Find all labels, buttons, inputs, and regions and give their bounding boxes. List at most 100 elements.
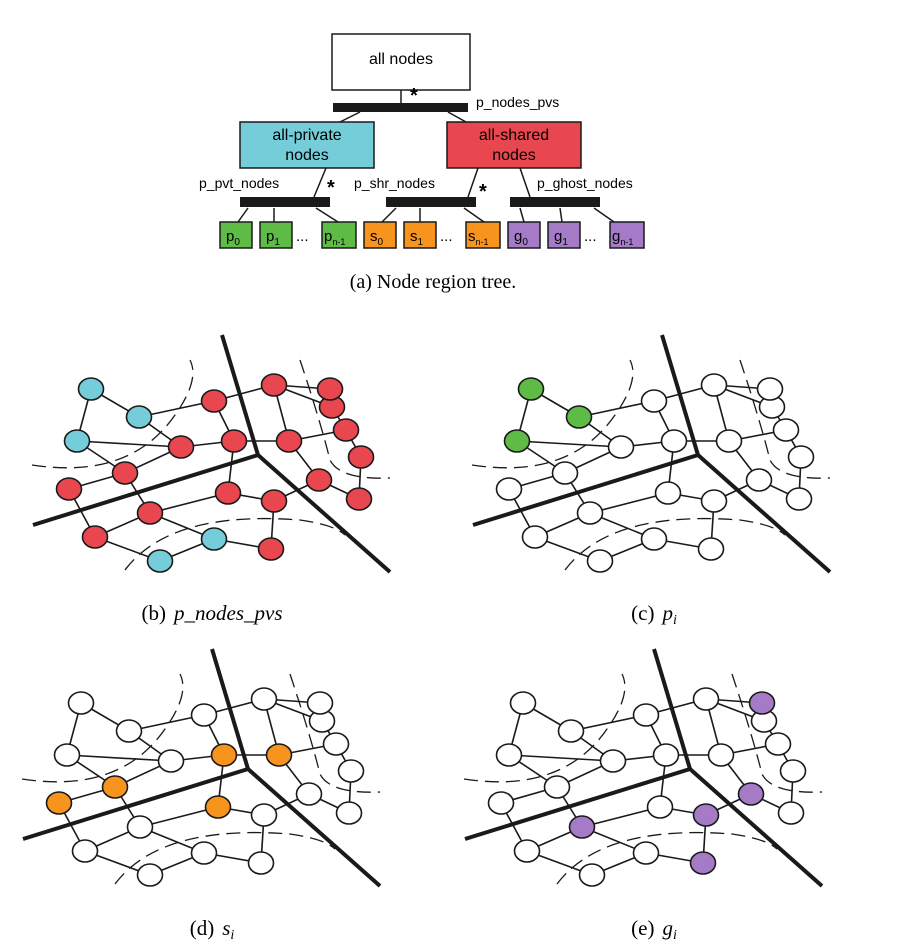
- graph-node-e-10: [646, 795, 674, 819]
- boundary-arc-c-2: [564, 517, 786, 571]
- partition-line-c-0: [660, 334, 700, 456]
- partition-line-b-2: [256, 453, 392, 574]
- graph-node-c-1: [565, 405, 593, 429]
- partition-label-private: p_pvt_nodes: [199, 175, 279, 191]
- caption-a: (a) Node region tree.: [350, 271, 517, 293]
- leaf-label-s1: s1: [410, 228, 424, 248]
- graph-node-e-6: [543, 775, 571, 799]
- star-top: *: [410, 85, 418, 107]
- partition-bar-shared: [386, 197, 476, 207]
- graph-node-d-17: [247, 851, 275, 875]
- graph-node-c-4: [700, 373, 728, 397]
- all-private-label-1: all-private: [272, 127, 341, 144]
- graph-node-c-20: [772, 418, 800, 442]
- graph-node-c-6: [551, 461, 579, 485]
- graph-node-d-16: [136, 863, 164, 887]
- graph-node-e-7: [487, 791, 515, 815]
- graph-node-c-14: [745, 468, 773, 492]
- graph-edge-b-5: [76, 440, 182, 448]
- leaf-label-gn: gn-1: [612, 228, 633, 247]
- graph-node-e-14: [737, 782, 765, 806]
- graph-node-e-12: [513, 839, 541, 863]
- graph-edge-d-5: [66, 754, 172, 762]
- graph-node-b-18: [345, 487, 373, 511]
- graph-edge-c-31: [589, 492, 669, 514]
- graph-panels: [21, 334, 832, 888]
- graph-panel-e: [463, 648, 824, 888]
- graph-node-c-18: [785, 487, 813, 511]
- root-label: all nodes: [369, 51, 433, 68]
- graph-node-d-10: [204, 795, 232, 819]
- partition-line-e-1: [464, 767, 691, 841]
- graph-node-d-22: [306, 691, 334, 715]
- graph-node-b-8: [220, 429, 248, 453]
- caption-d: (d) si: [190, 916, 235, 943]
- graph-node-b-20: [332, 418, 360, 442]
- leaf-box-pn: [321, 221, 357, 249]
- graph-edge-e-31: [581, 806, 661, 828]
- partition-label-ghost: p_ghost_nodes: [537, 175, 633, 191]
- graph-node-d-3: [190, 703, 218, 727]
- graph-edge-e-5: [508, 754, 614, 762]
- graph-node-e-4: [692, 687, 720, 711]
- graph-node-c-21: [787, 445, 815, 469]
- partition-line-e-2: [688, 767, 824, 888]
- leaf-label-sn: sn-1: [468, 228, 489, 247]
- star-private: *: [327, 177, 335, 199]
- leaf-box-sn: [465, 221, 501, 249]
- leaf-box-g1: [547, 221, 581, 249]
- graph-node-d-14: [295, 782, 323, 806]
- graph-node-e-13: [692, 803, 720, 827]
- graph-node-b-13: [260, 489, 288, 513]
- graph-node-b-17: [257, 537, 285, 561]
- graph-node-c-9: [715, 429, 743, 453]
- leaf-label-s0: s0: [370, 228, 384, 248]
- leaf-labels: p0 p1 pn-1 s0 s1 sn-1 g0 g1 gn-1: [226, 228, 633, 248]
- leaf-label-g1: g1: [554, 228, 568, 248]
- leaf-label-p0: p0: [226, 228, 240, 248]
- leaf-label-g0: g0: [514, 228, 528, 248]
- graph-node-c-13: [700, 489, 728, 513]
- graph-node-d-11: [126, 815, 154, 839]
- graph-node-b-16: [146, 549, 174, 573]
- graph-node-d-21: [337, 759, 365, 783]
- partition-line-d-2: [246, 767, 382, 888]
- partition-label-top: p_nodes_pvs: [476, 94, 559, 110]
- graph-node-d-1: [115, 719, 143, 743]
- graph-node-b-11: [136, 501, 164, 525]
- boundary-arc-c-1: [739, 359, 831, 479]
- graph-node-c-2: [503, 429, 531, 453]
- ellipsis-private: ...: [296, 228, 309, 245]
- graph-node-b-9: [275, 429, 303, 453]
- graph-node-c-22: [756, 377, 784, 401]
- graph-node-d-9: [265, 743, 293, 767]
- graph-node-e-16: [578, 863, 606, 887]
- graph-node-c-5: [607, 435, 635, 459]
- all-private-box: [239, 121, 375, 169]
- graph-node-d-12: [71, 839, 99, 863]
- partition-line-b-0: [220, 334, 260, 456]
- graph-node-b-3: [200, 389, 228, 413]
- graph-node-b-4: [260, 373, 288, 397]
- graph-node-c-8: [660, 429, 688, 453]
- graph-node-d-6: [101, 775, 129, 799]
- graph-node-d-0: [67, 691, 95, 715]
- graph-node-e-18: [777, 801, 805, 825]
- graph-node-e-8: [652, 743, 680, 767]
- partition-line-e-0: [652, 648, 692, 770]
- graph-node-d-8: [210, 743, 238, 767]
- partition-line-d-1: [22, 767, 249, 841]
- graph-node-b-14: [305, 468, 333, 492]
- caption-b: (b) p_nodes_pvs: [142, 601, 283, 625]
- graph-node-e-11: [568, 815, 596, 839]
- boundary-arc-d-1: [289, 673, 381, 793]
- graph-node-c-7: [495, 477, 523, 501]
- graph-node-b-0: [77, 377, 105, 401]
- graph-node-e-5: [599, 749, 627, 773]
- graph-node-c-15: [640, 527, 668, 551]
- graph-node-e-15: [632, 841, 660, 865]
- caption-c: (c) pi: [631, 601, 677, 628]
- leaf-box-gn: [609, 221, 645, 249]
- graph-node-e-3: [632, 703, 660, 727]
